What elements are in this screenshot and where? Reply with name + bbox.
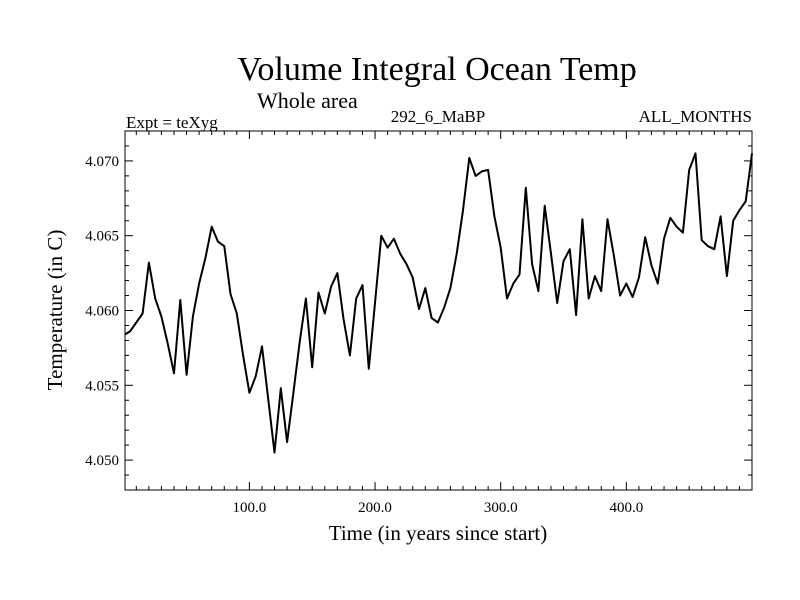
temperature-series-line: [124, 152, 753, 454]
x-tick-label: 400.0: [609, 500, 643, 516]
y-axis: 4.050 4.055 4.060 4.065 4.070: [85, 130, 752, 491]
y-tick-label: 4.070: [85, 154, 119, 170]
months-label: ALL_MONTHS: [639, 107, 752, 126]
experiment-label: Expt = teXyg: [126, 113, 218, 132]
x-axis-label: Time (in years since start): [329, 521, 548, 545]
chart-subtitle: Whole area: [257, 88, 358, 113]
x-tick-label: 300.0: [484, 500, 518, 516]
x-tick-label: 100.0: [233, 500, 267, 516]
plot-frame: [124, 130, 753, 491]
chart-title: Volume Integral Ocean Temp: [237, 51, 637, 88]
y-tick-label: 4.060: [85, 304, 119, 320]
x-axis: 100.0 200.0 300.0 400.0: [135, 131, 753, 516]
y-tick-label: 4.065: [85, 229, 119, 245]
center-label: 292_6_MaBP: [391, 107, 485, 126]
y-tick-label: 4.050: [85, 453, 119, 469]
x-tick-label: 200.0: [358, 500, 392, 516]
y-tick-label: 4.055: [85, 378, 119, 394]
y-axis-label: Temperature (in C): [43, 230, 67, 391]
